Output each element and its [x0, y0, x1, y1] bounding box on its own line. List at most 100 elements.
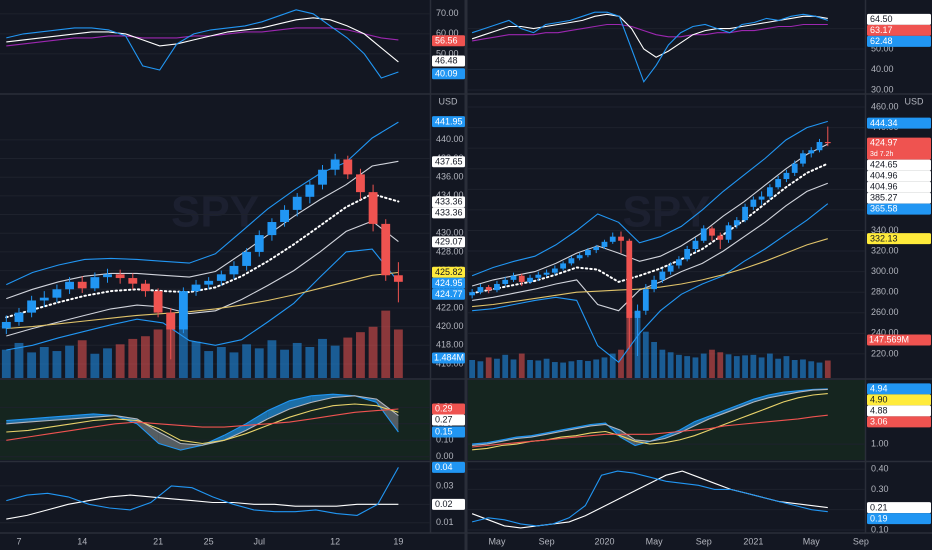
badge-label: 46.48	[435, 56, 458, 66]
volume-bar	[824, 360, 831, 378]
candle-body	[551, 268, 558, 273]
y-tick-label: 0.10	[871, 524, 889, 534]
candle-body	[229, 265, 239, 275]
x-tick-label: 25	[204, 536, 214, 546]
candle-body	[90, 277, 100, 289]
indicator-line	[471, 11, 828, 83]
volume-bar	[216, 347, 226, 378]
price-badge	[867, 137, 931, 160]
price-badge	[867, 13, 931, 25]
y-tick-label: 300.00	[871, 266, 899, 276]
volume-bar	[585, 361, 591, 378]
y-tick-label: 220.00	[871, 348, 899, 358]
y-tick-label: 50.00	[871, 43, 894, 53]
badge-label: 365.58	[870, 204, 898, 214]
price-badge	[432, 266, 465, 278]
candle-body	[178, 291, 188, 330]
volume-bar	[593, 359, 600, 378]
candle-body	[305, 184, 315, 197]
volume-bar	[642, 331, 649, 378]
candle-body	[775, 179, 782, 188]
indicator-line	[6, 494, 399, 520]
indicator-line	[6, 271, 399, 330]
candle-body	[191, 284, 201, 292]
badge-label: 424.77	[435, 289, 463, 299]
badge-label: 3.06	[870, 417, 888, 427]
badge-label: 62.48	[870, 36, 893, 46]
indicator-line	[471, 120, 828, 277]
price-badge	[867, 181, 931, 193]
candle-body	[242, 251, 252, 266]
indicator-line	[472, 203, 829, 363]
indicator-line	[471, 143, 829, 287]
price-badge	[432, 414, 465, 426]
x-tick-label: Sep	[853, 536, 869, 546]
watermark: SPY	[622, 188, 710, 237]
watermark: SPY	[171, 188, 259, 237]
candle-body	[576, 255, 583, 259]
volume-badge-label: 147.569M	[869, 334, 909, 344]
y-tick-label: 0.03	[436, 480, 454, 490]
y-tick-label: 340.00	[871, 225, 899, 235]
price-badge	[867, 24, 931, 36]
badge-label: 424.97	[870, 138, 898, 148]
indicator-line	[6, 9, 399, 79]
badge-label: 332.13	[870, 233, 898, 243]
candle-body	[1, 321, 11, 329]
candle-body	[684, 248, 691, 260]
price-badge	[867, 35, 931, 47]
volume-bar	[709, 349, 715, 378]
volume-bar	[543, 358, 550, 378]
y-tick-label: 0.00	[436, 451, 454, 461]
badge-label: 4.94	[870, 384, 888, 394]
volume-bar	[766, 353, 773, 378]
indicator-line	[472, 182, 829, 312]
candle-body	[626, 240, 633, 318]
volume-bar	[318, 338, 327, 378]
volume-bar	[485, 357, 492, 378]
price-badge	[432, 426, 465, 438]
badge-label: 437.65	[435, 156, 463, 166]
x-tick-label: 2021	[743, 536, 763, 546]
candle-body	[816, 142, 823, 151]
volume-bar	[368, 326, 378, 378]
y-tick-label: 434.00	[436, 190, 464, 200]
x-tick-label: 2020	[594, 536, 614, 546]
indicator-line	[472, 23, 828, 42]
y-tick-label: 50.00	[436, 48, 459, 58]
price-badge	[432, 35, 465, 47]
volume-bar	[808, 361, 815, 378]
candle-body	[651, 279, 657, 290]
indicator-line	[6, 17, 399, 63]
x-tick-label: May	[803, 536, 821, 546]
candle-body	[393, 275, 403, 282]
price-badge	[432, 403, 465, 415]
fill-segment	[267, 400, 290, 419]
volume-bar	[775, 358, 782, 378]
y-tick-label: 420.00	[436, 321, 464, 331]
indicator-line	[6, 160, 399, 300]
y-tick-label: 418.00	[436, 340, 464, 350]
candle-body	[381, 223, 391, 276]
price-badge	[432, 55, 465, 67]
candle-body	[618, 236, 624, 241]
fill-segment	[753, 395, 769, 403]
volume-bar	[65, 345, 74, 378]
price-badge	[432, 196, 465, 208]
candle-body	[642, 289, 649, 311]
indicator-line	[6, 467, 399, 516]
volume-bar	[618, 349, 624, 378]
volume-bar	[816, 362, 823, 378]
price-badge	[432, 156, 465, 168]
volume-bar	[1, 349, 11, 378]
fill-segment	[289, 395, 312, 409]
price-badge	[432, 498, 465, 510]
volume-bar	[305, 347, 315, 378]
badge-label: 424.95	[435, 278, 463, 288]
fill-segment	[738, 399, 754, 408]
x-tick-label: Sep	[696, 536, 712, 546]
candle-body	[510, 275, 517, 280]
y-tick-label: 440.00	[436, 134, 464, 144]
candle-body	[52, 289, 62, 298]
